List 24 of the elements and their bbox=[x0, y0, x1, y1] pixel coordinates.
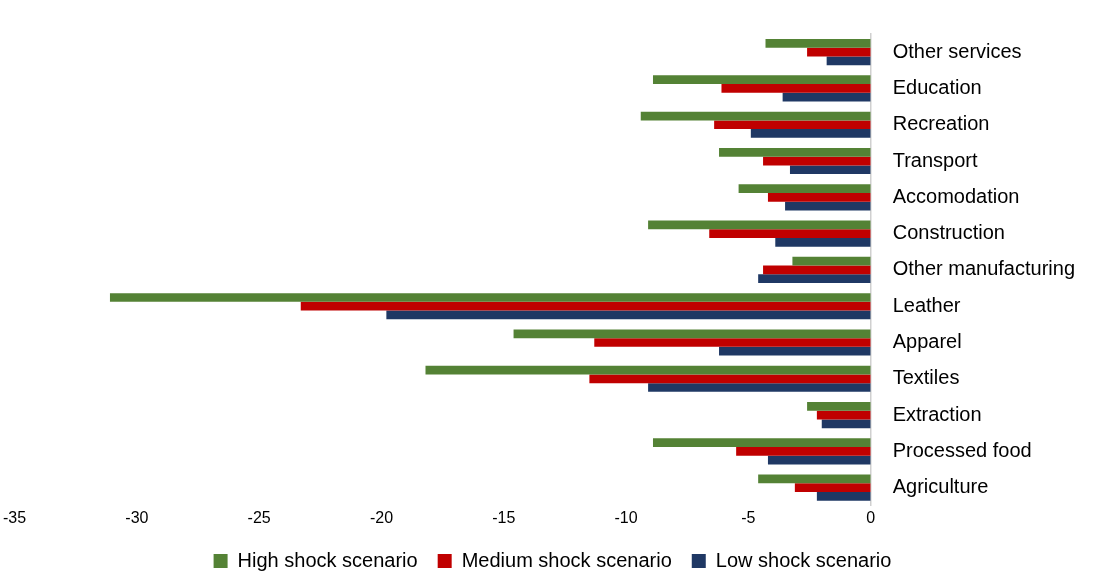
x-tick-label: -5 bbox=[741, 508, 756, 526]
y-tick-label: Other manufacturing bbox=[892, 257, 1076, 280]
y-tick-label: Leather bbox=[892, 293, 961, 316]
y-tick-label: Education bbox=[892, 75, 982, 98]
legend-label: Medium shock scenario bbox=[461, 548, 672, 571]
x-tick-label: -25 bbox=[247, 508, 271, 526]
y-tick-label: Apparel bbox=[892, 330, 962, 352]
legend-label: Low shock scenario bbox=[715, 548, 892, 571]
y-tick-label: Processed food bbox=[892, 438, 1032, 461]
y-tick-label: Extraction bbox=[892, 402, 982, 425]
x-tick-label: -30 bbox=[125, 508, 149, 526]
y-tick-label: Accomodation bbox=[892, 184, 1020, 207]
y-tick-label: Construction bbox=[892, 221, 1005, 244]
x-tick-label: -20 bbox=[369, 508, 394, 526]
y-tick-label: Transport bbox=[892, 148, 978, 171]
x-tick-label: -15 bbox=[492, 508, 516, 526]
y-tick-label: Other services bbox=[892, 39, 1022, 62]
y-tick-label: Recreation bbox=[892, 112, 990, 135]
x-tick-label: -35 bbox=[3, 508, 27, 526]
x-tick-label: 0 bbox=[866, 508, 876, 526]
x-tick-label: -10 bbox=[614, 508, 638, 526]
y-tick-label: Agriculture bbox=[892, 475, 989, 498]
legend-label: High shock scenario bbox=[237, 548, 418, 571]
y-tick-label: Textiles bbox=[892, 366, 960, 389]
